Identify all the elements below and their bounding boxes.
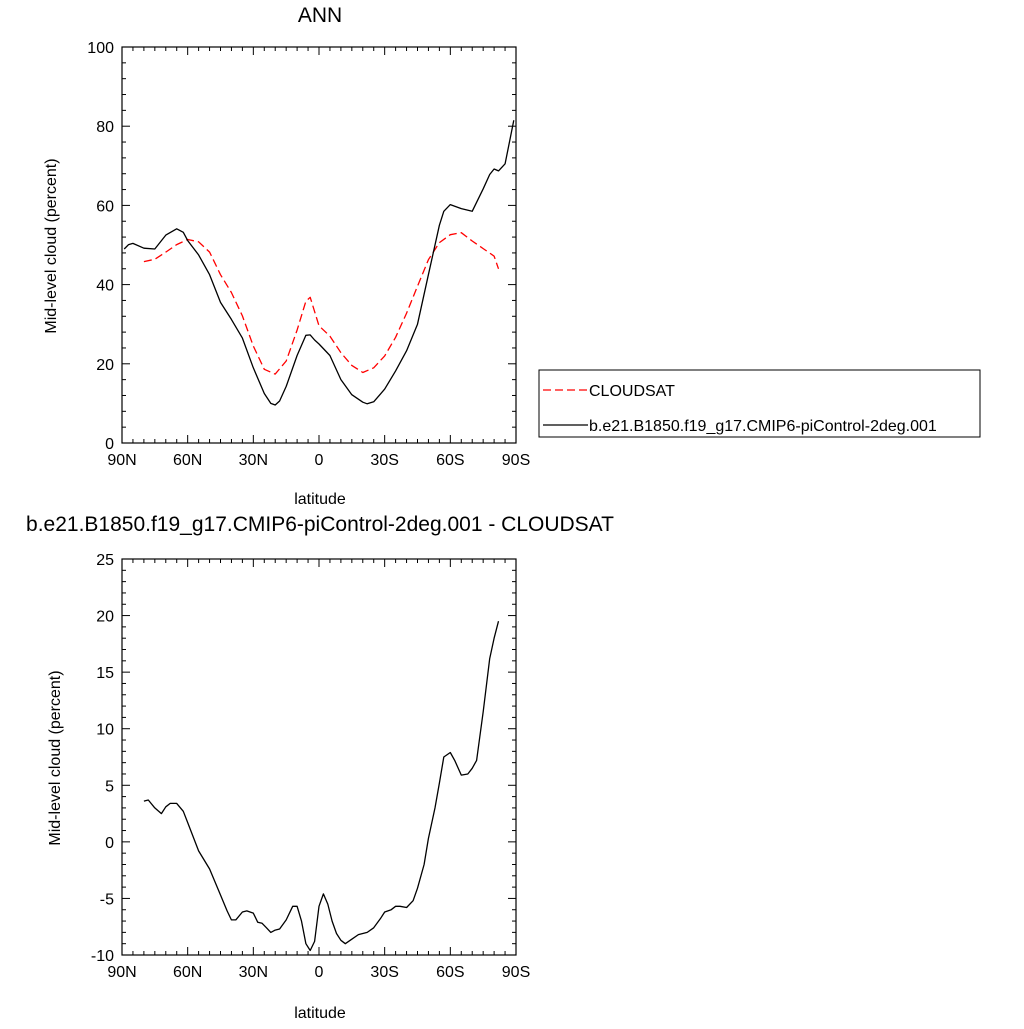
chart-2-x-tick-label: 90N [107,964,136,981]
chart-1-y-tick-label: 20 [96,357,114,374]
chart-2-title: b.e21.B1850.f19_g17.CMIP6-piControl-2deg… [26,513,614,536]
chart-1-title: ANN [298,4,342,27]
chart-2-y-tick-label: 10 [96,722,114,739]
chart-2-x-tick-label: 60S [436,964,464,981]
chart-2-x-tick-label: 0 [315,964,324,981]
chart-difference: b.e21.B1850.f19_g17.CMIP6-piControl-2deg… [26,513,614,1022]
chart-2-plot-frame [121,558,517,956]
chart-1-x-tick-label: 60S [436,452,464,469]
chart-2-y-tick-label: 5 [105,778,114,795]
chart-2-x-tick-label: 30S [370,964,398,981]
chart-1-y-tick-label: 80 [96,119,114,136]
chart-2-xlabel: latitude [294,1005,346,1022]
chart-2-x-tick-label: 90S [502,964,530,981]
chart-1-x-tick-label: 90S [502,452,530,469]
legend-label-model: b.e21.B1850.f19_g17.CMIP6-piControl-2deg… [589,418,937,435]
chart-2-y-tick-label: -10 [91,948,114,965]
chart-1-x-tick-label: 0 [315,452,324,469]
chart-2-ylabel: Mid-level cloud (percent) [47,670,64,845]
chart-1-y-tick-label: 40 [96,278,114,295]
legend-box [538,369,981,438]
chart-1-legend: CLOUDSAT b.e21.B1850.f19_g17.CMIP6-piCon… [538,369,981,438]
legend-label-cloudsat: CLOUDSAT [589,383,675,400]
chart-1-xlabel: latitude [294,491,346,508]
chart-1-y-tick-label: 60 [96,198,114,215]
chart-2-series-difference [143,621,500,952]
chart-1-x-tick-label: 90N [107,452,136,469]
chart-2-x-tick-label: 30N [239,964,268,981]
chart-2-y-tick-label: 25 [96,552,114,569]
chart-1-series-cloudsat [143,232,500,375]
chart-2-y-tick-label: 0 [105,835,114,852]
chart-1-x-tick-label: 60N [173,452,202,469]
chart-1-series-model [123,120,515,406]
chart-1-x-tick-label: 30S [370,452,398,469]
chart-2-x-tick-label: 60N [173,964,202,981]
chart-2-y-tick-label: 15 [96,665,114,682]
chart-1-y-tick-label: 100 [87,40,114,57]
chart-1-ylabel: Mid-level cloud (percent) [43,158,60,333]
chart-1-x-tick-label: 30N [239,452,268,469]
chart-2-y-tick-label: 20 [96,609,114,626]
chart-1-plot-frame [121,46,517,444]
chart-2-y-tick-label: -5 [100,891,114,908]
chart-annual-mid-level-cloud: ANN latitude Mid-level cloud (percent) 9… [43,4,530,508]
chart-1-y-tick-label: 0 [105,436,114,453]
